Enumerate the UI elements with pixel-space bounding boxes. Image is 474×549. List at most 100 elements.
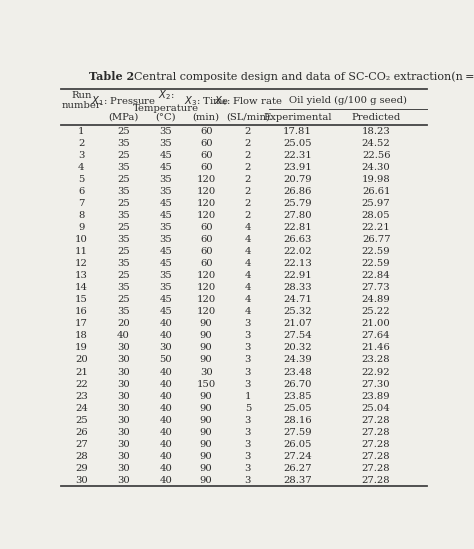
Text: 27.28: 27.28 bbox=[362, 476, 391, 485]
Text: 26: 26 bbox=[75, 428, 88, 437]
Text: 22.02: 22.02 bbox=[283, 247, 312, 256]
Text: 35: 35 bbox=[159, 283, 172, 292]
Text: 25: 25 bbox=[75, 416, 88, 425]
Text: 4: 4 bbox=[245, 295, 251, 304]
Text: 40: 40 bbox=[117, 332, 130, 340]
Text: (SL/min): (SL/min) bbox=[226, 113, 270, 122]
Text: 4: 4 bbox=[245, 271, 251, 280]
Text: 30: 30 bbox=[117, 379, 130, 389]
Text: Experimental: Experimental bbox=[263, 113, 332, 122]
Text: 30: 30 bbox=[117, 428, 130, 437]
Text: 90: 90 bbox=[200, 416, 212, 425]
Text: 22: 22 bbox=[75, 379, 88, 389]
Text: 28.05: 28.05 bbox=[362, 211, 391, 220]
Text: 22.84: 22.84 bbox=[362, 271, 391, 280]
Text: 3: 3 bbox=[245, 464, 251, 473]
Text: 24.39: 24.39 bbox=[283, 356, 312, 365]
Text: 90: 90 bbox=[200, 356, 212, 365]
Text: 4: 4 bbox=[78, 163, 84, 172]
Text: 27.59: 27.59 bbox=[283, 428, 312, 437]
Text: 24: 24 bbox=[75, 404, 88, 413]
Text: 30: 30 bbox=[117, 404, 130, 413]
Text: 40: 40 bbox=[159, 440, 172, 449]
Text: 27.28: 27.28 bbox=[362, 428, 391, 437]
Text: 60: 60 bbox=[200, 235, 212, 244]
Text: 90: 90 bbox=[200, 440, 212, 449]
Text: 8: 8 bbox=[78, 211, 84, 220]
Text: 27.80: 27.80 bbox=[283, 211, 312, 220]
Text: 35: 35 bbox=[159, 187, 172, 196]
Text: 90: 90 bbox=[200, 476, 212, 485]
Text: 3: 3 bbox=[245, 452, 251, 461]
Text: 3: 3 bbox=[245, 416, 251, 425]
Text: 45: 45 bbox=[159, 307, 172, 316]
Text: 120: 120 bbox=[197, 199, 216, 208]
Text: 13: 13 bbox=[75, 271, 88, 280]
Text: 45: 45 bbox=[159, 211, 172, 220]
Text: 3: 3 bbox=[245, 356, 251, 365]
Text: 25: 25 bbox=[117, 247, 130, 256]
Text: 3: 3 bbox=[78, 150, 84, 160]
Text: 24.89: 24.89 bbox=[362, 295, 391, 304]
Text: 2: 2 bbox=[245, 127, 251, 136]
Text: 18.23: 18.23 bbox=[362, 127, 391, 136]
Text: 150: 150 bbox=[197, 379, 216, 389]
Text: 21.46: 21.46 bbox=[362, 344, 391, 352]
Text: 19.98: 19.98 bbox=[362, 175, 391, 184]
Text: 40: 40 bbox=[159, 428, 172, 437]
Text: 21: 21 bbox=[75, 367, 88, 377]
Text: 3: 3 bbox=[245, 367, 251, 377]
Text: $X_3$: Time: $X_3$: Time bbox=[183, 94, 229, 108]
Text: 15: 15 bbox=[75, 295, 88, 304]
Text: 10: 10 bbox=[75, 235, 88, 244]
Text: 25.05: 25.05 bbox=[283, 404, 312, 413]
Text: 22.13: 22.13 bbox=[283, 259, 312, 268]
Text: 21.00: 21.00 bbox=[362, 320, 391, 328]
Text: 23.89: 23.89 bbox=[362, 391, 391, 401]
Text: 24.30: 24.30 bbox=[362, 163, 391, 172]
Text: 27.28: 27.28 bbox=[362, 452, 391, 461]
Text: 30: 30 bbox=[117, 440, 130, 449]
Text: 90: 90 bbox=[200, 320, 212, 328]
Text: 35: 35 bbox=[117, 307, 130, 316]
Text: (°C): (°C) bbox=[155, 113, 176, 122]
Text: 25: 25 bbox=[117, 295, 130, 304]
Text: 22.81: 22.81 bbox=[283, 223, 312, 232]
Text: 35: 35 bbox=[117, 187, 130, 196]
Text: 27: 27 bbox=[75, 440, 88, 449]
Text: 26.61: 26.61 bbox=[362, 187, 391, 196]
Text: 2: 2 bbox=[245, 163, 251, 172]
Text: 3: 3 bbox=[245, 476, 251, 485]
Text: 26.86: 26.86 bbox=[283, 187, 312, 196]
Text: 45: 45 bbox=[159, 150, 172, 160]
Text: 30: 30 bbox=[117, 476, 130, 485]
Text: $X_4$: Flow rate: $X_4$: Flow rate bbox=[214, 94, 282, 108]
Text: 14: 14 bbox=[75, 283, 88, 292]
Text: 7: 7 bbox=[78, 199, 84, 208]
Text: 4: 4 bbox=[245, 259, 251, 268]
Text: 30: 30 bbox=[200, 367, 212, 377]
Text: 120: 120 bbox=[197, 187, 216, 196]
Text: Central composite design and data of SC-CO₂ extraction(n = 3).: Central composite design and data of SC-… bbox=[127, 71, 474, 81]
Text: 27.73: 27.73 bbox=[362, 283, 391, 292]
Text: 26.70: 26.70 bbox=[283, 379, 312, 389]
Text: 11: 11 bbox=[75, 247, 88, 256]
Text: 20.32: 20.32 bbox=[283, 344, 312, 352]
Text: 35: 35 bbox=[159, 223, 172, 232]
Text: 60: 60 bbox=[200, 139, 212, 148]
Text: 23: 23 bbox=[75, 391, 88, 401]
Text: 35: 35 bbox=[117, 235, 130, 244]
Text: 35: 35 bbox=[117, 211, 130, 220]
Text: 26.27: 26.27 bbox=[283, 464, 312, 473]
Text: 35: 35 bbox=[117, 139, 130, 148]
Text: 30: 30 bbox=[117, 356, 130, 365]
Text: 35: 35 bbox=[159, 175, 172, 184]
Text: 28: 28 bbox=[75, 452, 88, 461]
Text: 90: 90 bbox=[200, 404, 212, 413]
Text: 45: 45 bbox=[159, 247, 172, 256]
Text: 28.37: 28.37 bbox=[283, 476, 312, 485]
Text: 22.59: 22.59 bbox=[362, 259, 391, 268]
Text: 30: 30 bbox=[117, 391, 130, 401]
Text: 27.24: 27.24 bbox=[283, 452, 312, 461]
Text: 27.64: 27.64 bbox=[362, 332, 391, 340]
